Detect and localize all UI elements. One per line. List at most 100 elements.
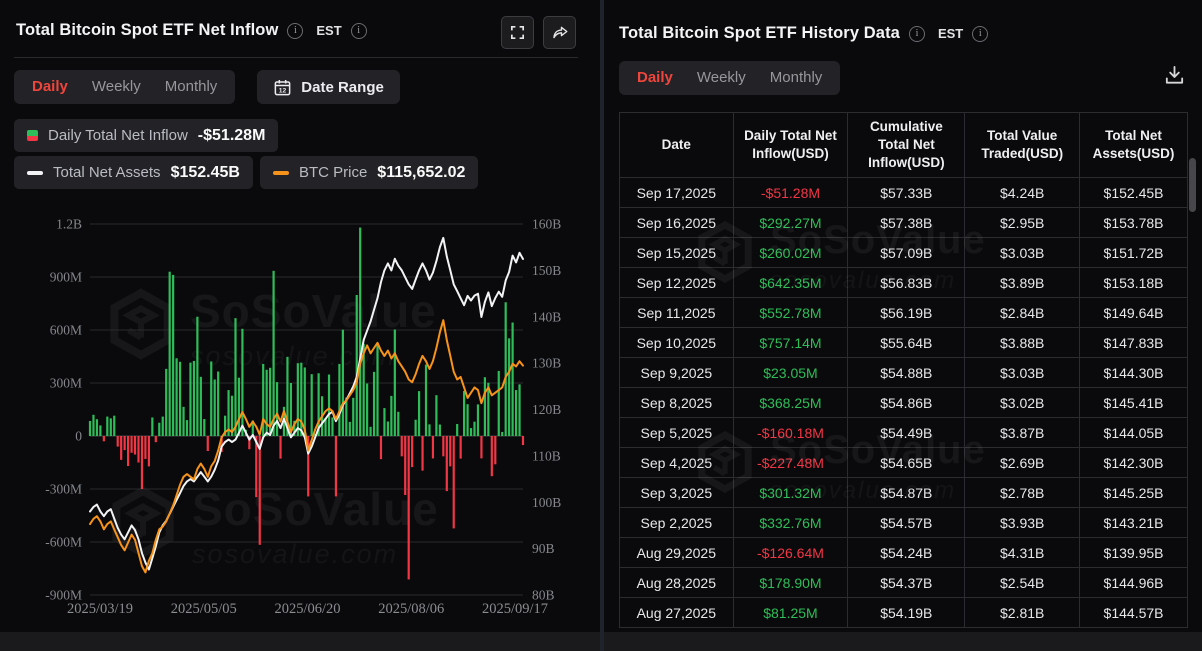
cell-cumulative: $54.57B: [847, 507, 966, 538]
share-icon: [552, 26, 567, 38]
inflow-bar: [310, 374, 313, 436]
tab-daily[interactable]: Daily: [32, 78, 68, 95]
cell-date: Sep 2,2025: [619, 507, 734, 538]
cell-date: Sep 4,2025: [619, 447, 734, 478]
download-button[interactable]: [1163, 64, 1186, 92]
net-inflow-chart[interactable]: 1.2B 900M 600M 300M 0 -300M -600M -900M 160B 150B…: [0, 0, 600, 651]
cell-cumulative: $54.87B: [847, 477, 966, 508]
table-row[interactable]: Sep 2,2025 $332.76M $54.57B $3.93B $143.21B: [619, 507, 1188, 538]
inflow-bar: [248, 436, 251, 450]
inflow-bar: [359, 227, 362, 436]
inflow-bar: [327, 374, 331, 436]
chart-toolbar: [501, 16, 576, 49]
fullscreen-icon: [510, 25, 525, 40]
page-title: Total Bitcoin Spot ETF Net Inflow: [16, 21, 279, 39]
cell-traded: $3.03B: [964, 357, 1081, 388]
cell-assets: $142.30B: [1079, 447, 1188, 478]
inflow-bar: [397, 411, 400, 436]
tab-monthly[interactable]: Monthly: [769, 69, 823, 86]
table-row[interactable]: Sep 10,2025 $757.14M $55.64B $3.88B $147.83B: [619, 327, 1188, 358]
legend-btc-price[interactable]: BTC Price $115,652.02: [259, 156, 479, 189]
inflow-bar: [237, 377, 241, 436]
table-row[interactable]: Aug 27,2025 $81.25M $54.19B $2.81B $144.57B: [619, 597, 1188, 628]
inflow-bar: [411, 436, 414, 468]
tab-weekly[interactable]: Weekly: [696, 69, 746, 86]
cell-cumulative: $56.83B: [847, 267, 966, 298]
inflow-bar: [303, 367, 306, 436]
inflow-legend-icon: [27, 130, 38, 141]
table-row[interactable]: Sep 9,2025 $23.05M $54.88B $3.03B $144.30B: [619, 357, 1188, 388]
table-row[interactable]: Sep 16,2025 $292.27M $57.38B $2.95B $153.78B: [619, 207, 1188, 238]
table-row[interactable]: Sep 11,2025 $552.78M $56.19B $2.84B $149.64B: [619, 297, 1188, 328]
legend-inflow[interactable]: Daily Total Net Inflow -$51.28M: [14, 119, 279, 152]
inflow-bar: [341, 329, 344, 436]
inflow-bar: [463, 390, 466, 436]
tab-weekly[interactable]: Weekly: [91, 78, 141, 95]
inflow-bar: [438, 424, 441, 436]
table-scrollbar[interactable]: [1189, 158, 1196, 212]
cell-inflow: $368.25M: [732, 387, 849, 418]
right-panel-header: Total Bitcoin Spot ETF History Data EST: [619, 24, 989, 43]
inflow-bar: [390, 395, 393, 436]
inflow-bar: [95, 419, 99, 436]
table-row[interactable]: Sep 5,2025 -$160.18M $54.49B $3.87B $144.05B: [619, 417, 1188, 448]
x-axis-tick: 2025/08/06: [378, 601, 444, 617]
inflow-bar: [435, 395, 438, 436]
inflow-bar: [501, 431, 504, 436]
table-row[interactable]: Sep 17,2025 -$51.28M $57.33B $4.24B $152.45B: [619, 177, 1188, 208]
cell-date: Sep 8,2025: [619, 387, 734, 418]
x-axis-tick: 2025/05/05: [171, 601, 237, 617]
column-header: Daily Total Net Inflow(USD): [732, 112, 849, 178]
inflow-bar: [469, 428, 473, 436]
cell-traded: $2.81B: [964, 597, 1081, 628]
table-row[interactable]: Sep 3,2025 $301.32M $54.87B $2.78B $145.25B: [619, 477, 1188, 508]
cell-cumulative: $54.37B: [847, 567, 966, 598]
table-row[interactable]: Aug 29,2025 -$126.64M $54.24B $4.31B $139.95…: [619, 537, 1188, 568]
table-row[interactable]: Sep 8,2025 $368.25M $54.86B $3.02B $145.41B: [619, 387, 1188, 418]
date-range-button[interactable]: 12 Date Range: [257, 70, 400, 104]
cell-assets: $152.45B: [1079, 177, 1188, 208]
inflow-bar: [251, 420, 254, 436]
inflow-bar: [123, 436, 126, 451]
cell-traded: $2.95B: [964, 207, 1081, 238]
info-icon[interactable]: [350, 22, 367, 39]
inflow-bar: [521, 436, 525, 446]
net-assets-legend-icon: [27, 170, 43, 175]
cell-inflow: $642.35M: [732, 267, 849, 298]
inflow-bar: [445, 436, 448, 492]
legend-net-assets[interactable]: Total Net Assets $152.45B: [14, 156, 253, 189]
inflow-bar: [224, 415, 227, 436]
info-icon[interactable]: [972, 25, 989, 42]
y-axis-left-tick: -600M: [45, 535, 82, 550]
y-axis-right-tick: 120B: [532, 402, 561, 417]
table-row[interactable]: Aug 28,2025 $178.90M $54.37B $2.54B $144.96B: [619, 567, 1188, 598]
cell-traded: $3.03B: [964, 237, 1081, 268]
date-range-label: Date Range: [301, 78, 384, 96]
inflow-bar: [133, 436, 137, 455]
cell-inflow: $292.27M: [732, 207, 849, 238]
cell-traded: $3.89B: [964, 267, 1081, 298]
inflow-bar: [442, 436, 445, 457]
table-row[interactable]: Sep 15,2025 $260.02M $57.09B $3.03B $151.72B: [619, 237, 1188, 268]
inflow-bar: [352, 397, 355, 436]
chart-controls: Daily Weekly Monthly 12 Date Range: [14, 70, 400, 104]
info-icon[interactable]: [287, 22, 304, 39]
legend-assets-value: $152.45B: [170, 163, 240, 181]
cell-traded: $4.31B: [964, 537, 1081, 568]
inflow-bar: [172, 274, 175, 436]
share-button[interactable]: [543, 16, 576, 49]
inflow-bar: [210, 361, 213, 436]
btc-price-legend-icon: [272, 170, 289, 175]
inflow-bar: [130, 436, 133, 453]
tab-daily[interactable]: Daily: [637, 69, 673, 86]
info-icon[interactable]: [908, 25, 925, 42]
cell-date: Sep 9,2025: [619, 357, 734, 388]
inflow-bar: [234, 318, 237, 436]
table-row[interactable]: Sep 4,2025 -$227.48M $54.65B $2.69B $142.30B: [619, 447, 1188, 478]
inflow-bar: [127, 436, 130, 467]
inflow-bar: [293, 420, 296, 436]
fullscreen-button[interactable]: [501, 16, 534, 49]
tab-monthly[interactable]: Monthly: [164, 78, 218, 95]
cell-traded: $3.87B: [964, 417, 1081, 448]
table-row[interactable]: Sep 12,2025 $642.35M $56.83B $3.89B $153.18B: [619, 267, 1188, 298]
